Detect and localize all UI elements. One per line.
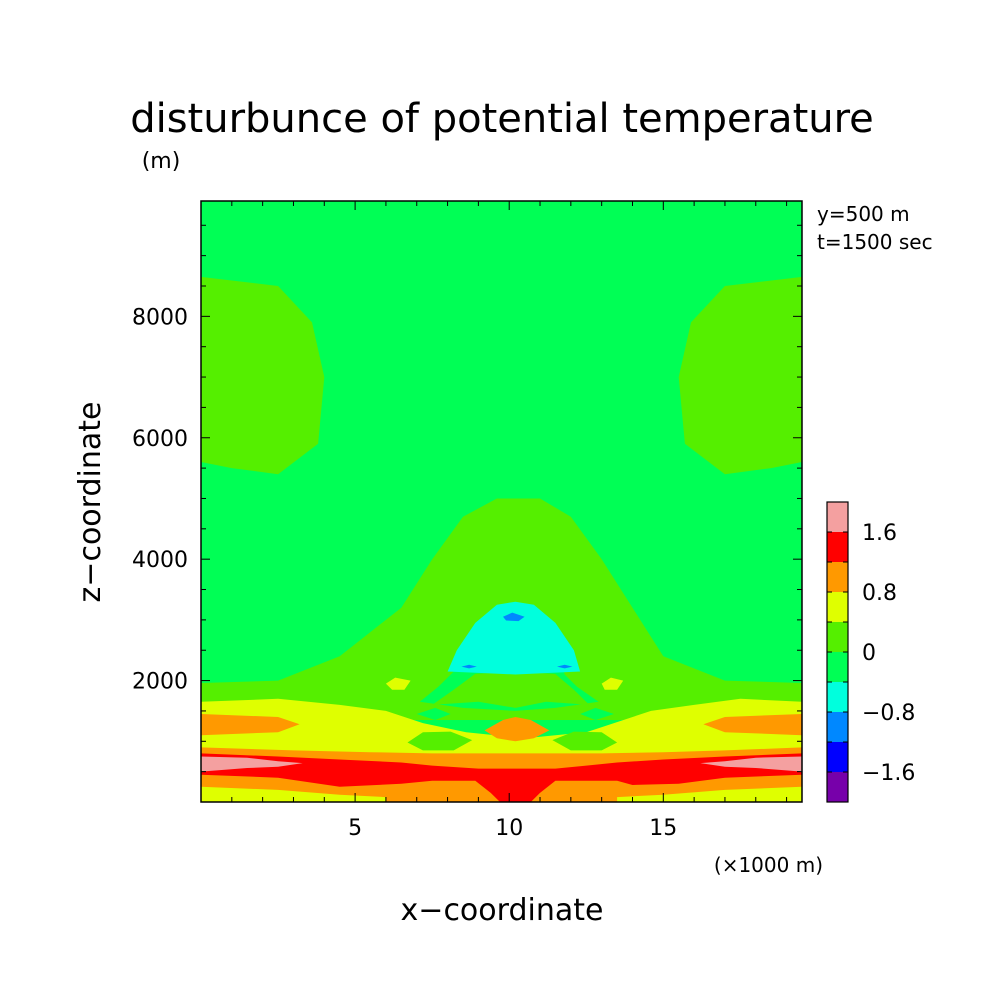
y-tick-label: 6000: [132, 427, 188, 452]
annotation-y: y=500 m: [817, 202, 910, 226]
colorbar-label: −1.6: [862, 761, 915, 786]
plot-frame: [200, 200, 803, 803]
contour-region-8: [416, 707, 451, 720]
x-axis-label: x−coordinate: [401, 893, 604, 928]
x-tick-label: 15: [649, 816, 677, 841]
x-unit-label: (×1000 m): [714, 853, 823, 877]
contour-region-0: [201, 276, 325, 475]
colorbar-swatch-6: [827, 682, 848, 712]
chart-title: disturbunce of potential temperature: [130, 96, 874, 142]
contour-region-12: [466, 607, 565, 672]
x-tick-label: 5: [348, 816, 362, 841]
annotation-t: t=1500 sec: [817, 230, 933, 254]
y-tick-label: 4000: [132, 548, 188, 573]
y-tick-label: 2000: [132, 670, 188, 695]
axis-ticks: [201, 201, 802, 802]
y-axis-label: z−coordinate: [73, 402, 108, 603]
tick-labels: 5 10 15 2000 4000 6000 8000: [132, 305, 677, 841]
contour-region-15: [557, 664, 573, 669]
colorbar: [826, 501, 849, 803]
colorbar-label: 0: [862, 641, 876, 666]
colorbar-label: 1.6: [862, 521, 897, 546]
contour-region-6: [385, 677, 411, 690]
contour-region-23: [201, 756, 303, 772]
colorbar-label: −0.8: [862, 701, 915, 726]
contour-region-20: [484, 717, 550, 742]
colorbar-swatch-2: [827, 562, 848, 592]
contour-region-18: [201, 714, 300, 736]
colorbar-labels: 1.6 0.8 0 −0.8 −1.6: [862, 521, 915, 786]
contour-region-14: [461, 664, 477, 669]
contour-region-16: [407, 731, 473, 751]
colorbar-swatch-9: [827, 772, 848, 802]
contour-regions: [201, 276, 802, 802]
contour-region-5: [432, 662, 590, 708]
x-tick-label: 10: [495, 816, 523, 841]
contour-region-7: [601, 677, 624, 690]
contour-region-24: [700, 756, 802, 772]
contour-region-19: [703, 714, 802, 736]
colorbar-swatch-5: [827, 652, 848, 682]
colorbar-frame: [826, 501, 849, 803]
contour-region-9: [580, 707, 614, 720]
colorbar-label: 0.8: [862, 581, 897, 606]
contour-region-22: [201, 753, 802, 802]
contour-region-17: [552, 731, 618, 751]
colorbar-swatch-0: [827, 502, 848, 532]
y-unit-label: (m): [142, 149, 181, 174]
colorbar-swatch-8: [827, 742, 848, 772]
colorbar-swatch-4: [827, 622, 848, 652]
colorbar-swatch-3: [827, 592, 848, 622]
y-tick-label: 8000: [132, 305, 188, 330]
colorbar-swatch-7: [827, 712, 848, 742]
contour-region-1: [678, 276, 802, 475]
contour-region-13: [503, 612, 525, 622]
colorbar-swatch-1: [827, 532, 848, 562]
